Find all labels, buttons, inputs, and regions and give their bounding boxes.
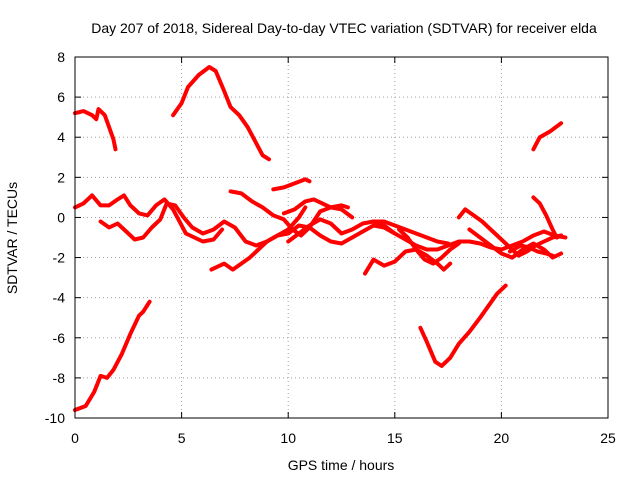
x-tick-label: 15	[387, 430, 403, 446]
series-arc-13	[363, 247, 453, 276]
y-tick-label: -2	[53, 250, 66, 266]
x-tick-label: 10	[280, 430, 296, 446]
y-axis-label: SDTVAR / TECUs	[4, 182, 20, 294]
y-tick-label: 0	[57, 209, 65, 225]
series-arc-1	[73, 107, 118, 152]
x-tick-label: 25	[600, 430, 616, 446]
x-tick-label: 5	[178, 430, 186, 446]
series-arc-2	[171, 65, 271, 162]
series-arc-8	[209, 223, 397, 272]
grid	[75, 57, 608, 418]
y-tick-label: -10	[45, 410, 65, 426]
y-tick-label: -6	[53, 330, 66, 346]
y-tick-label: 6	[57, 89, 65, 105]
y-tick-label: -8	[53, 370, 66, 386]
series-arc-12	[286, 217, 451, 246]
series-arc-3	[531, 121, 564, 152]
series-arc-19	[507, 243, 555, 258]
y-tick-label: 8	[57, 49, 65, 65]
series-arc-10	[271, 177, 312, 192]
series-arc-11	[281, 197, 350, 216]
series-arc-16	[456, 207, 564, 258]
y-tick-label: 4	[57, 129, 65, 145]
series-arc-14	[371, 219, 568, 252]
series-arc-4	[73, 299, 152, 412]
plot-frame	[74, 56, 609, 419]
x-axis-label: GPS time / hours	[288, 457, 395, 473]
data-series	[73, 65, 568, 412]
y-tick-label: 2	[57, 169, 65, 185]
y-tick-label: -4	[53, 290, 66, 306]
series-arc-6	[73, 193, 225, 244]
x-tick-label: 0	[71, 430, 79, 446]
series-arc-15	[397, 227, 461, 266]
chart-title: Day 207 of 2018, Sidereal Day-to-day VTE…	[91, 20, 597, 36]
axis-ticks: 0 5 10 15 20 25 -10 -8 -6 -4 -2 0 2 4 6 8	[45, 49, 616, 446]
series-arc-18	[531, 195, 564, 240]
x-tick-label: 20	[494, 430, 510, 446]
series-arc-5	[418, 283, 508, 368]
